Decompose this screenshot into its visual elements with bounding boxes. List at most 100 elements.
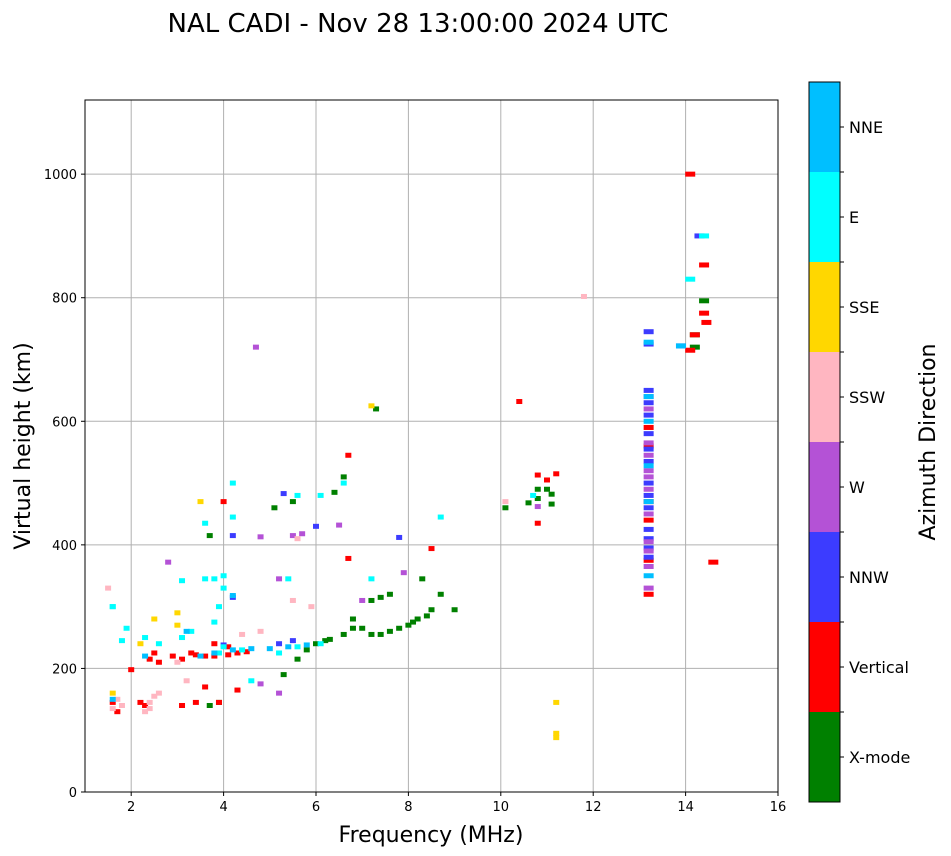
echo-point — [118, 638, 125, 644]
echo-point — [368, 576, 375, 582]
y-tick-label: 400 — [52, 539, 77, 554]
echo-point — [239, 647, 246, 653]
echo-point — [276, 690, 283, 696]
y-axis-ticks: 0 200 400 600 800 1000 — [44, 168, 85, 801]
x-tick-label: 14 — [677, 800, 694, 815]
colorbar-tick-label: E — [849, 208, 859, 227]
echo-point — [317, 492, 324, 498]
colorbar-swatch — [809, 622, 840, 712]
x-tick-label: 8 — [404, 800, 412, 815]
echo-point — [548, 501, 555, 507]
echo-point — [580, 293, 587, 299]
x-tick-label: 12 — [585, 800, 602, 815]
echo-point — [109, 696, 116, 702]
echo-point — [340, 474, 347, 480]
echo-point — [428, 546, 435, 552]
echo-point — [502, 505, 509, 511]
echo-point — [174, 610, 181, 616]
echo-point — [257, 534, 264, 540]
colorbar-swatch — [809, 532, 840, 622]
echo-point — [345, 452, 352, 458]
echo-point — [299, 531, 306, 537]
echo-point — [294, 656, 301, 662]
echo-point — [643, 329, 654, 335]
echo-point — [643, 406, 654, 412]
echo-point — [643, 463, 654, 469]
echo-point — [699, 298, 710, 304]
colorbar-swatch — [809, 352, 840, 442]
echo-point — [243, 649, 250, 655]
echo-point — [206, 703, 213, 708]
x-tick-label: 6 — [312, 800, 320, 815]
echo-point — [516, 399, 523, 405]
echo-point — [544, 486, 550, 492]
x-axis-ticks: 2 4 6 8 10 12 14 16 — [127, 792, 786, 815]
echo-point — [643, 458, 654, 464]
echo-point — [248, 646, 255, 652]
echo-point — [276, 650, 283, 656]
echo-point — [428, 607, 435, 613]
series-nnw — [220, 233, 705, 648]
echo-point — [708, 559, 719, 565]
echo-point — [534, 486, 541, 492]
echo-point — [252, 344, 259, 350]
echo-point — [643, 452, 654, 458]
echo-point — [400, 570, 407, 576]
echo-point — [192, 652, 199, 658]
series-x-mode — [206, 298, 710, 708]
echo-point — [289, 638, 296, 644]
colorbar-label: Azimuth Direction — [916, 343, 941, 540]
echo-point — [211, 619, 218, 625]
echo-point — [109, 706, 116, 712]
echo-point — [410, 619, 417, 625]
colorbar-swatch — [809, 172, 840, 262]
echo-point — [699, 262, 710, 268]
plot-frame — [84, 99, 779, 793]
echo-point — [336, 522, 343, 528]
echo-point — [229, 647, 236, 653]
echo-point — [220, 499, 227, 505]
series-nne — [109, 339, 686, 702]
echo-point — [553, 735, 560, 741]
y-axis-label: Virtual height (km) — [11, 342, 36, 549]
echo-point — [368, 631, 375, 637]
echo-point — [229, 533, 236, 539]
echo-point — [192, 699, 199, 705]
echo-point — [179, 703, 186, 708]
echo-point — [643, 492, 654, 498]
series-sse — [109, 403, 560, 741]
echo-point — [643, 526, 654, 532]
echo-point — [211, 576, 218, 582]
echo-point — [685, 171, 696, 177]
x-tick-label: 2 — [127, 800, 135, 815]
echo-point — [179, 635, 186, 641]
x-axis-label: Frequency (MHz) — [339, 823, 524, 848]
echo-point — [643, 394, 654, 400]
colorbar-frame — [808, 81, 841, 803]
echo-point — [534, 472, 541, 478]
echo-point — [419, 576, 426, 582]
echo-point — [142, 635, 149, 641]
echo-point — [643, 339, 654, 345]
echo-point — [349, 616, 356, 622]
echo-point — [308, 604, 315, 610]
echo-point — [276, 641, 283, 647]
echo-point — [137, 699, 144, 705]
y-tick-label: 200 — [52, 662, 77, 677]
series-w — [165, 344, 654, 696]
echo-point — [151, 616, 158, 622]
echo-point — [289, 499, 296, 505]
echo-point — [386, 628, 393, 634]
echo-point — [266, 646, 273, 652]
echo-point — [340, 480, 347, 486]
colorbar-tick-label: SSW — [849, 388, 885, 407]
x-tick-label: 4 — [219, 800, 227, 815]
echo-point — [225, 644, 232, 650]
echo-point — [128, 667, 135, 673]
echo-point — [211, 650, 218, 656]
echo-point — [146, 699, 153, 705]
echo-point — [553, 730, 560, 736]
echo-point — [643, 443, 654, 449]
echo-point — [202, 576, 209, 582]
